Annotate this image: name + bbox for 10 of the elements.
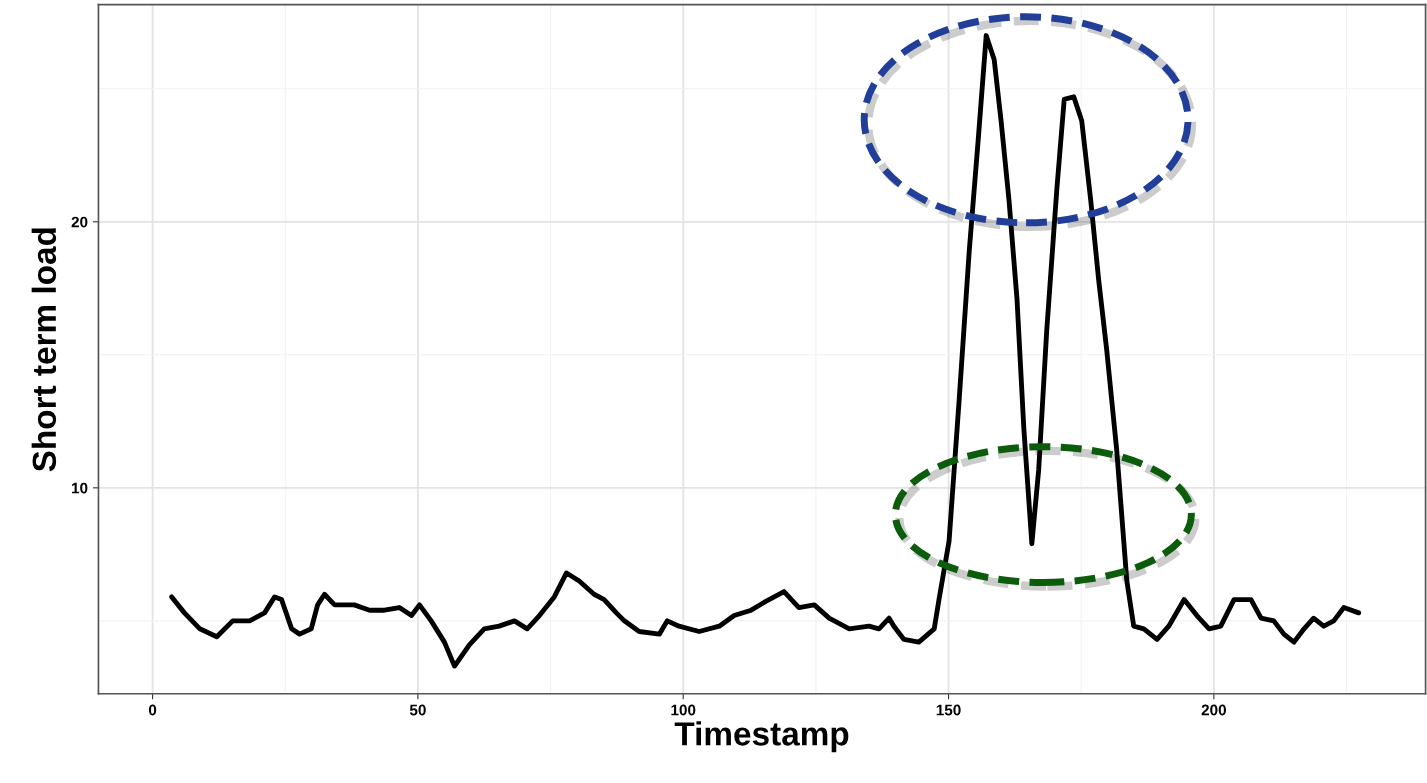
line-series bbox=[169, 33, 1362, 669]
x-tick-label: 100 bbox=[671, 704, 696, 716]
x-tick-label: 200 bbox=[1201, 704, 1226, 716]
y-tick-label: 10 bbox=[72, 482, 88, 494]
x-tick-label: 50 bbox=[409, 704, 426, 716]
x-axis-title: Timestamp bbox=[674, 721, 849, 753]
y-tick-label: 20 bbox=[71, 216, 88, 228]
x-tick-label: 150 bbox=[936, 704, 961, 716]
y-axis-title: Short term load bbox=[31, 228, 57, 472]
x-tick-label: 0 bbox=[148, 704, 157, 716]
